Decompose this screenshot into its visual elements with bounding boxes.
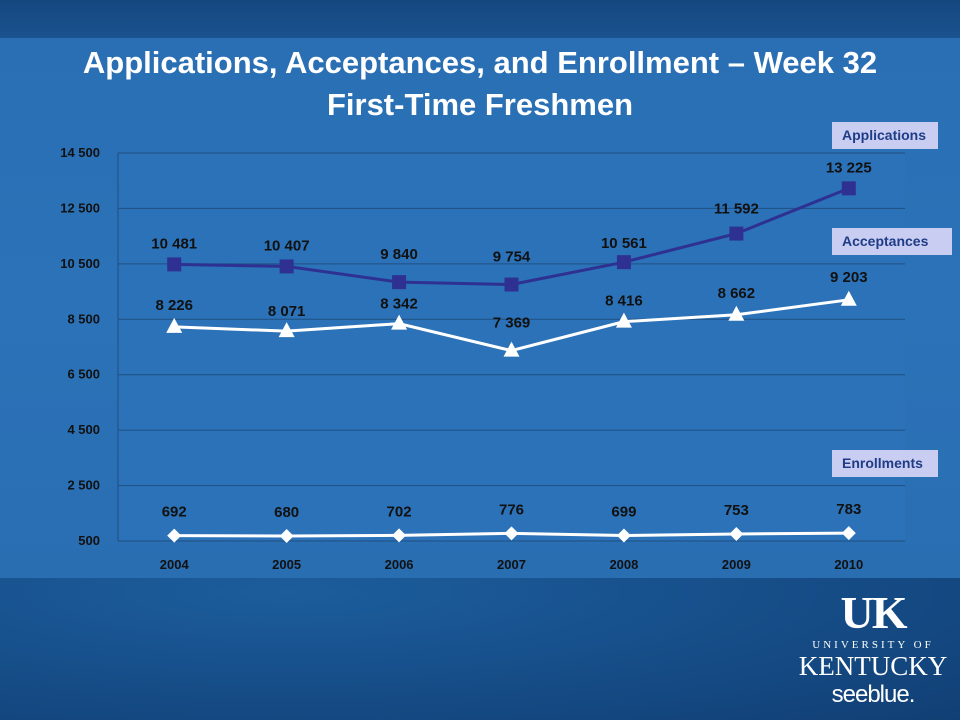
acceptances-marker xyxy=(840,290,857,306)
acceptances-marker xyxy=(728,305,745,321)
x-tick-label: 2005 xyxy=(272,557,301,572)
applications-marker xyxy=(167,257,182,272)
enrollments-data-label: 692 xyxy=(162,504,187,521)
title-line-1: Applications, Acceptances, and Enrollmen… xyxy=(82,45,878,80)
enrollments-marker xyxy=(392,528,407,543)
acceptances-marker xyxy=(615,312,632,328)
legend-acceptances: Acceptances xyxy=(832,228,952,255)
enrollments-data-label: 753 xyxy=(724,502,749,519)
header-band xyxy=(0,0,960,38)
applications-data-label: 10 407 xyxy=(264,237,310,254)
acceptances-data-label: 8 662 xyxy=(718,285,756,302)
y-tick-label: 8 500 xyxy=(67,311,100,326)
footer-band xyxy=(0,578,960,720)
y-tick-label: 12 500 xyxy=(60,200,100,215)
enrollments-data-label: 783 xyxy=(836,501,861,518)
y-tick-label: 14 500 xyxy=(60,145,100,160)
applications-data-label: 9 754 xyxy=(493,249,531,266)
applications-data-label: 11 592 xyxy=(714,201,759,218)
x-tick-label: 2010 xyxy=(834,557,863,572)
acceptances-data-label: 8 071 xyxy=(268,303,306,320)
acceptances-marker xyxy=(503,341,520,357)
acceptances-data-label: 9 203 xyxy=(830,269,868,286)
x-tick-label: 2004 xyxy=(160,557,190,572)
x-tick-label: 2007 xyxy=(497,557,526,572)
y-tick-label: 4 500 xyxy=(67,422,100,437)
enrollments-marker xyxy=(504,526,519,541)
enrollments-marker xyxy=(167,528,182,543)
y-tick-label: 6 500 xyxy=(67,367,100,382)
enrollments-data-label: 699 xyxy=(611,503,636,520)
enrollments-marker xyxy=(279,529,294,544)
applications-data-label: 9 840 xyxy=(380,246,418,263)
applications-marker xyxy=(392,275,407,290)
acceptances-marker xyxy=(391,314,408,330)
logo-tagline: seeblue. xyxy=(831,681,916,708)
x-tick-label: 2009 xyxy=(722,557,751,572)
legend-enrollments: Enrollments xyxy=(832,450,938,477)
enrollments-data-label: 702 xyxy=(387,503,412,520)
x-tick-label: 2006 xyxy=(385,557,414,572)
applications-data-label: 13 225 xyxy=(826,159,872,176)
enrollments-data-label: 776 xyxy=(499,501,524,518)
enrollments-data-label: 680 xyxy=(274,504,299,521)
logo-kentucky: KENTUCKY xyxy=(798,651,948,681)
logo-uk: UK xyxy=(840,587,908,638)
applications-marker xyxy=(504,277,519,292)
applications-data-label: 10 481 xyxy=(151,235,197,252)
logo-university-of: UNIVERSITY OF xyxy=(812,639,934,651)
y-tick-label: 500 xyxy=(78,533,100,548)
applications-marker xyxy=(279,259,294,274)
acceptances-data-label: 7 369 xyxy=(493,315,531,332)
acceptances-marker xyxy=(166,317,183,333)
acceptances-marker xyxy=(278,322,295,338)
enrollments-marker xyxy=(841,526,856,541)
y-tick-label: 2 500 xyxy=(67,478,100,493)
enrollments-marker xyxy=(729,526,744,541)
acceptances-data-label: 8 416 xyxy=(605,293,643,310)
slide-title: Applications, Acceptances, and Enrollmen… xyxy=(0,42,960,126)
applications-marker xyxy=(729,226,744,241)
acceptances-data-label: 8 226 xyxy=(155,297,193,314)
applications-marker xyxy=(841,181,856,196)
acceptances-data-label: 8 342 xyxy=(380,296,418,313)
x-tick-label: 2008 xyxy=(609,557,638,572)
applications-data-label: 10 561 xyxy=(601,235,647,252)
y-tick-label: 10 500 xyxy=(60,256,100,271)
applications-marker xyxy=(616,255,631,270)
title-line-2: First-Time Freshmen xyxy=(326,87,634,122)
legend-applications: Applications xyxy=(832,122,938,149)
enrollments-marker xyxy=(616,528,631,543)
university-logo: UK UNIVERSITY OF KENTUCKY seeblue. xyxy=(798,590,948,710)
